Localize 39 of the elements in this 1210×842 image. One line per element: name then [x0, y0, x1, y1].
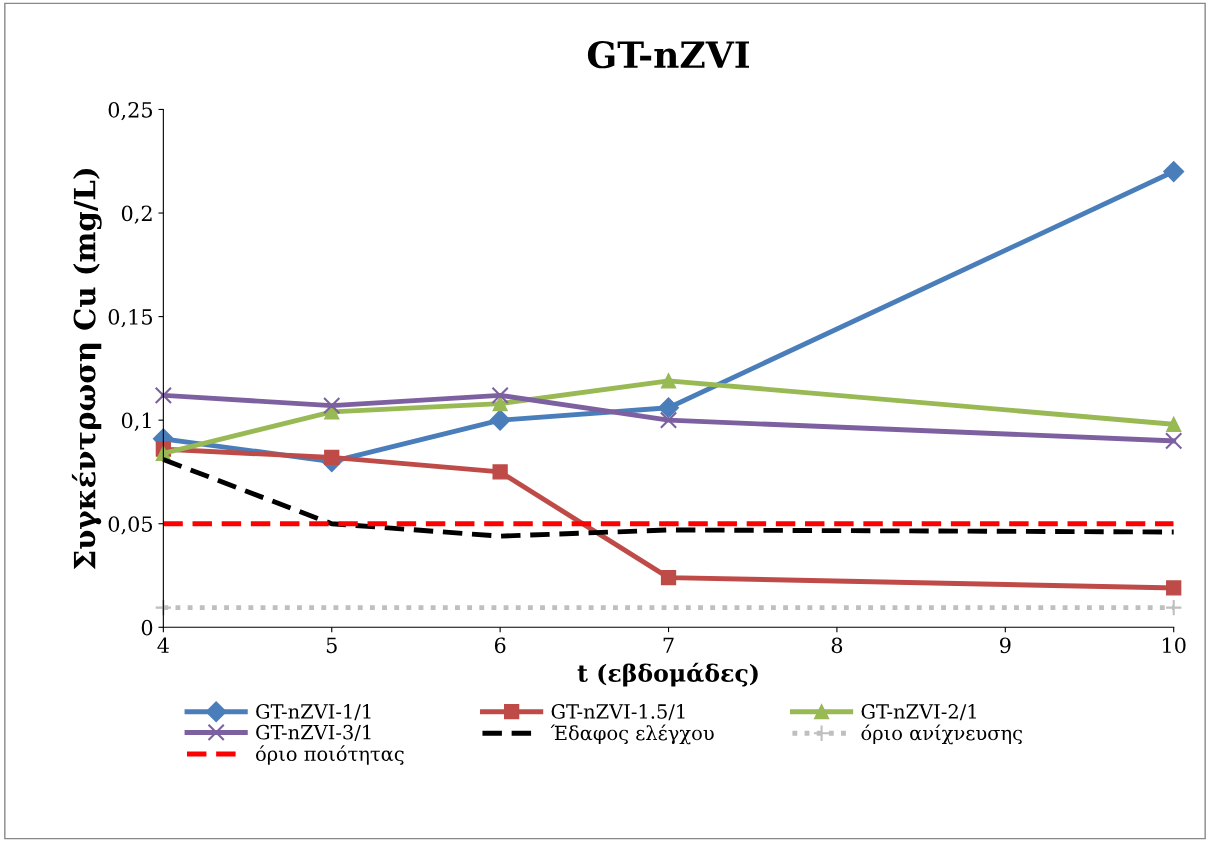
point — [492, 464, 508, 480]
point — [1166, 580, 1182, 596]
point — [658, 397, 680, 419]
point — [324, 449, 340, 466]
point — [154, 598, 173, 617]
x-tick-label: 7 — [663, 637, 674, 653]
y-tick-label: 0,15 — [108, 309, 153, 328]
chart-title: GT-nZVI — [587, 40, 749, 69]
x-tick-label: 8 — [831, 637, 843, 654]
x-tick-label: 4 — [157, 637, 169, 653]
legend-label: όριο ποιότητας — [256, 745, 404, 765]
point — [154, 386, 173, 404]
y-tick-label: 0,25 — [108, 101, 153, 121]
point — [323, 396, 341, 415]
x-tick-label: 10 — [1162, 637, 1186, 654]
point — [491, 386, 509, 404]
x-axis-title: t (εβδομάδες) — [577, 662, 758, 687]
legend-label: GT-nZVI-1/1 — [256, 704, 371, 721]
legend-label: GT-nZVI-1.5/1 — [551, 704, 685, 721]
legend-label: GT-nZVI-2/1 — [861, 704, 976, 721]
y-tick-label: 0,1 — [121, 412, 151, 431]
legend-label: όριο ανίχνευσης — [861, 724, 1022, 745]
point — [1165, 432, 1183, 450]
point — [660, 569, 677, 586]
point — [659, 411, 678, 429]
point — [1163, 161, 1185, 183]
y-tick-label: 0 — [141, 619, 153, 636]
x-tick-label: 5 — [326, 637, 337, 654]
x-tick-label: 9 — [999, 637, 1011, 654]
y-axis-title: Συγκέντρωση Cu (mg/L) — [71, 169, 102, 570]
point — [1165, 598, 1183, 617]
x-tick-label: 6 — [494, 637, 506, 654]
legend-label: Έδαφος ελέγχου — [550, 724, 714, 745]
legend-label: GT-nZVI-3/1 — [256, 724, 371, 742]
y-tick-label: 0,2 — [121, 205, 152, 224]
y-tick-label: 0,05 — [108, 516, 153, 535]
point — [1166, 416, 1182, 432]
point — [660, 373, 677, 389]
point — [489, 409, 511, 431]
